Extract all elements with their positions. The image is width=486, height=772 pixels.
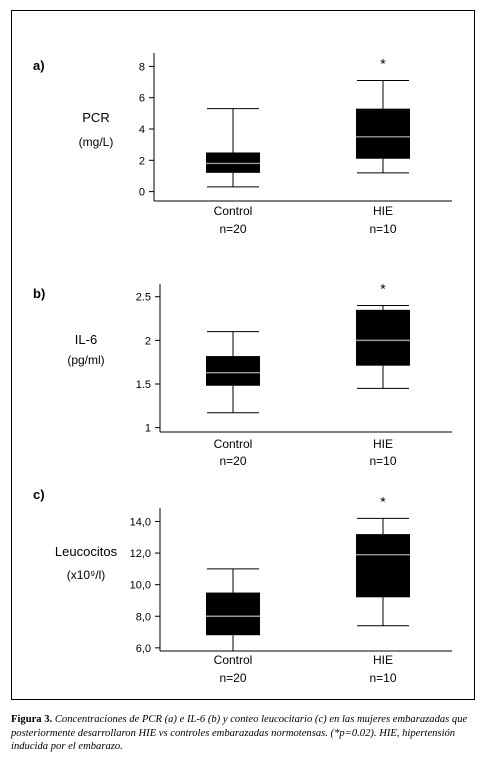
figure-caption: Figura 3. Concentraciones de PCR (a) e I… xyxy=(11,713,479,754)
y-tick-label: 1 xyxy=(145,423,151,435)
caption-label: Figura 3. xyxy=(11,714,53,725)
category-n-label: n=20 xyxy=(219,454,246,468)
category-label: Control xyxy=(214,204,253,218)
y-tick-label: 2 xyxy=(139,155,145,167)
category-label: Control xyxy=(214,437,253,451)
box-iqr xyxy=(356,309,410,366)
figure-frame xyxy=(11,10,475,700)
category-n-label: n=20 xyxy=(219,671,246,685)
y-tick-label: 4 xyxy=(139,124,145,136)
significance-marker: * xyxy=(380,55,386,71)
y-tick-label: 2.5 xyxy=(136,292,151,304)
y-axis-unit: (x10⁹/l) xyxy=(67,568,105,582)
y-tick-label: 10,0 xyxy=(130,580,151,592)
y-axis-label: PCR xyxy=(82,110,109,125)
y-axis-unit: (pg/ml) xyxy=(67,353,104,367)
panel-label: b) xyxy=(33,286,45,301)
significance-marker: * xyxy=(380,493,386,509)
y-tick-label: 6 xyxy=(139,93,145,105)
category-label: HIE xyxy=(373,204,393,218)
box-iqr xyxy=(206,592,260,636)
y-tick-label: 12,0 xyxy=(130,548,151,560)
caption-text: Concentraciones de PCR (a) e IL-6 (b) y … xyxy=(11,714,468,752)
y-tick-label: 6,0 xyxy=(136,643,151,655)
box-iqr xyxy=(356,534,410,598)
box-iqr xyxy=(206,152,260,173)
y-tick-label: 2 xyxy=(145,335,151,347)
category-n-label: n=10 xyxy=(369,671,396,685)
y-axis-label: Leucocitos xyxy=(55,544,118,559)
y-tick-label: 0 xyxy=(139,187,145,199)
category-label: HIE xyxy=(373,653,393,667)
y-axis-unit: (mg/L) xyxy=(79,135,114,149)
significance-marker: * xyxy=(380,280,386,296)
y-tick-label: 8 xyxy=(139,61,145,73)
y-tick-label: 1.5 xyxy=(136,379,151,391)
category-n-label: n=10 xyxy=(369,222,396,236)
box-iqr xyxy=(206,356,260,386)
category-n-label: n=10 xyxy=(369,454,396,468)
category-label: HIE xyxy=(373,437,393,451)
category-n-label: n=20 xyxy=(219,222,246,236)
y-axis-label: IL-6 xyxy=(75,332,97,347)
box-iqr xyxy=(356,108,410,159)
panel-label: a) xyxy=(33,58,45,73)
y-tick-label: 8,0 xyxy=(136,611,151,623)
panel-label: c) xyxy=(33,487,45,502)
y-tick-label: 14,0 xyxy=(130,516,151,528)
category-label: Control xyxy=(214,653,253,667)
